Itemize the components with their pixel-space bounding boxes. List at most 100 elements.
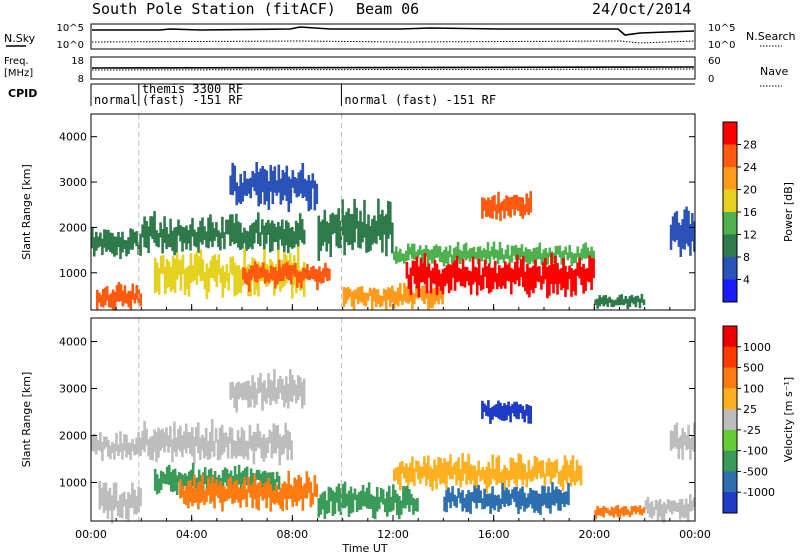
data-patch — [125, 240, 128, 257]
data-patch — [279, 488, 282, 509]
data-patch — [483, 403, 486, 413]
data-patch — [300, 219, 304, 243]
data-patch — [634, 296, 638, 308]
data-patch — [433, 260, 437, 285]
data-patch — [287, 471, 290, 499]
data-patch — [437, 457, 440, 479]
data-patch — [199, 481, 202, 503]
data-patch — [510, 245, 514, 263]
data-patch — [210, 419, 214, 452]
data-patch — [177, 219, 180, 236]
data-patch — [465, 494, 468, 513]
data-patch — [600, 508, 603, 517]
data-patch — [683, 209, 686, 250]
data-patch — [590, 258, 593, 290]
data-patch — [287, 222, 290, 254]
data-patch — [359, 210, 362, 249]
data-patch — [208, 432, 212, 459]
data-patch — [111, 232, 114, 254]
data-patch — [598, 508, 601, 516]
data-patch — [315, 183, 319, 204]
data-patch — [237, 265, 240, 294]
data-patch — [125, 499, 128, 520]
data-patch — [141, 224, 144, 238]
data-patch — [676, 502, 680, 512]
data-patch — [658, 499, 662, 517]
data-patch — [545, 492, 548, 508]
data-patch — [153, 469, 157, 491]
data-patch — [263, 169, 266, 205]
data-patch — [494, 249, 498, 258]
data-patch — [225, 488, 228, 501]
data-patch — [234, 441, 238, 459]
data-patch — [209, 468, 213, 492]
data-patch — [361, 222, 364, 243]
data-patch — [554, 245, 558, 258]
data-patch — [131, 229, 134, 250]
data-patch — [499, 202, 502, 222]
data-patch — [685, 206, 688, 244]
data-patch — [483, 488, 486, 509]
data-patch — [183, 268, 187, 295]
data-patch — [666, 499, 670, 510]
data-patch — [322, 268, 325, 283]
date-title: 24/Oct/2014 — [592, 0, 691, 18]
data-patch — [590, 246, 593, 265]
data-patch — [538, 242, 542, 260]
data-patch — [449, 454, 452, 480]
data-patch — [520, 244, 524, 258]
data-patch — [519, 404, 522, 413]
data-patch — [157, 267, 161, 295]
data-patch — [594, 509, 597, 520]
colorbar-tick-label: 16 — [743, 206, 757, 219]
data-patch — [498, 265, 501, 287]
data-patch — [364, 293, 368, 307]
data-patch — [574, 268, 577, 296]
data-patch — [614, 506, 618, 514]
data-patch — [538, 266, 541, 283]
data-patch — [237, 186, 240, 203]
nsky-trace — [92, 26, 695, 36]
data-patch — [271, 472, 275, 493]
data-patch — [412, 497, 415, 515]
data-patch — [484, 249, 488, 264]
data-patch — [100, 294, 103, 307]
data-patch — [269, 165, 273, 192]
data-patch — [253, 474, 256, 500]
data-patch — [693, 497, 696, 508]
colorbar-tick-label: 28 — [743, 139, 757, 152]
data-patch — [656, 501, 660, 521]
data-patch — [249, 468, 253, 487]
data-patch — [642, 299, 646, 306]
data-patch — [179, 225, 182, 242]
data-patch — [500, 248, 504, 260]
data-patch — [501, 405, 504, 421]
data-patch — [526, 264, 529, 295]
data-patch — [167, 435, 170, 453]
data-patch — [501, 482, 504, 504]
data-patch — [257, 469, 261, 481]
nave-tick-top: 60 — [708, 56, 721, 67]
colorbar-swatch — [723, 189, 737, 213]
data-patch — [511, 404, 514, 414]
data-patch — [409, 267, 413, 296]
data-patch — [395, 246, 398, 264]
data-patch — [489, 493, 492, 514]
data-patch — [179, 425, 182, 452]
data-patch — [298, 272, 301, 283]
data-patch — [171, 255, 175, 290]
data-patch — [307, 175, 311, 212]
data-patch — [143, 420, 146, 453]
data-patch — [327, 223, 330, 244]
data-patch — [235, 382, 238, 413]
data-patch — [467, 270, 471, 286]
data-patch — [384, 289, 388, 310]
data-patch — [403, 253, 406, 264]
data-patch — [185, 475, 189, 488]
data-patch — [223, 232, 226, 250]
data-patch — [237, 464, 241, 485]
data-patch — [183, 227, 186, 244]
data-patch — [411, 291, 414, 310]
data-patch — [459, 492, 462, 504]
data-patch — [435, 263, 439, 296]
